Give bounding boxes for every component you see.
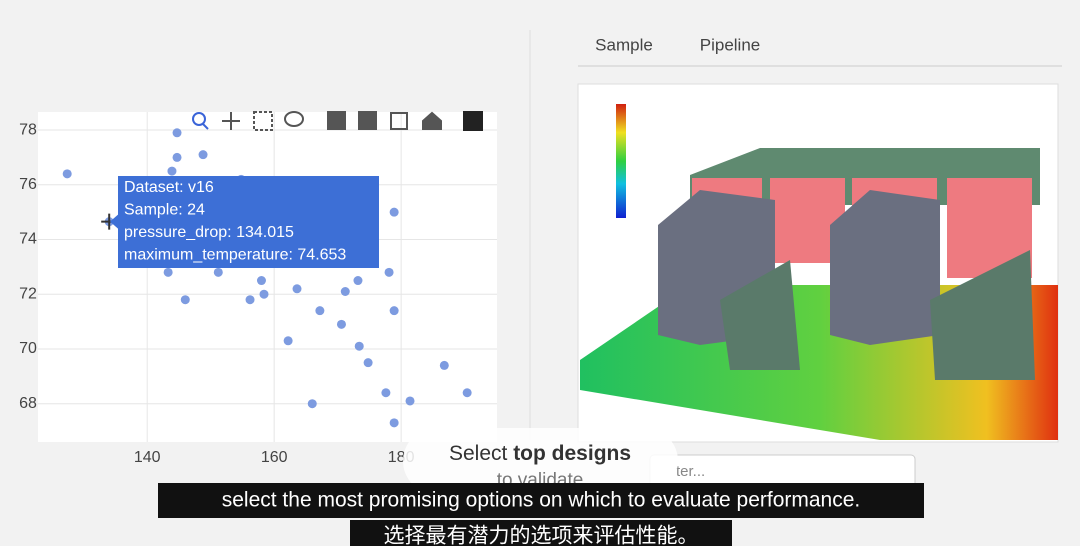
- render-3d: [577, 83, 1059, 443]
- point: [384, 267, 394, 277]
- tooltip-line: maximum_temperature: 74.653: [124, 247, 346, 264]
- tooltip-line: pressure_drop: 134.015: [124, 224, 294, 241]
- point: [354, 341, 364, 351]
- point: [389, 207, 399, 217]
- point: [389, 306, 399, 316]
- y-tick-label: 70: [19, 340, 37, 357]
- tooltip-line: Sample: 24: [124, 202, 205, 219]
- point: [315, 306, 325, 316]
- point: [462, 388, 472, 398]
- point: [353, 276, 363, 286]
- point: [245, 295, 255, 305]
- point: [163, 267, 173, 277]
- point: [213, 267, 223, 277]
- point: [292, 284, 302, 294]
- y-tick-label: 76: [19, 176, 37, 193]
- y-tick-label: 68: [19, 395, 37, 412]
- toolbar[interactable]: [192, 111, 483, 131]
- point: [167, 166, 177, 176]
- plot-area: [38, 112, 497, 442]
- tooltip-arrow: [110, 214, 118, 229]
- subtitle: 选择最有潜力的选项来评估性能。: [384, 525, 699, 546]
- point: [172, 152, 182, 162]
- subtitle-bg: [350, 520, 732, 546]
- point: [172, 128, 182, 138]
- point: [198, 150, 208, 160]
- overlay-pill: [403, 428, 678, 494]
- point: [259, 289, 269, 299]
- point: [340, 287, 350, 297]
- point: [439, 360, 449, 370]
- tab[interactable]: Pipeline: [700, 35, 761, 54]
- overlay-start: Select: [449, 442, 508, 465]
- point: [180, 295, 190, 305]
- y-tick-label: 72: [19, 285, 37, 302]
- tooltip-line: Dataset: v16: [124, 179, 214, 196]
- overlay-text: Select top designs: [449, 442, 631, 465]
- point: [405, 396, 415, 406]
- filter-placeholder: ter...: [676, 463, 705, 480]
- point: [381, 388, 391, 398]
- tab[interactable]: Sample: [595, 35, 653, 54]
- tooltip: [118, 176, 379, 268]
- point: [307, 399, 317, 409]
- subtitle: select the most promising options on whi…: [222, 489, 861, 512]
- point: [62, 169, 72, 179]
- overlay-bold: top designs: [513, 442, 631, 465]
- point: [256, 276, 266, 286]
- point: [336, 319, 346, 329]
- y-tick-label: 78: [19, 121, 37, 138]
- x-tick-label: 160: [261, 449, 288, 466]
- point: [283, 336, 293, 346]
- y-tick-label: 74: [19, 231, 37, 248]
- point: [389, 418, 399, 428]
- subtitle-bg: [158, 483, 924, 518]
- point: [363, 358, 373, 368]
- x-tick-label: 140: [134, 449, 161, 466]
